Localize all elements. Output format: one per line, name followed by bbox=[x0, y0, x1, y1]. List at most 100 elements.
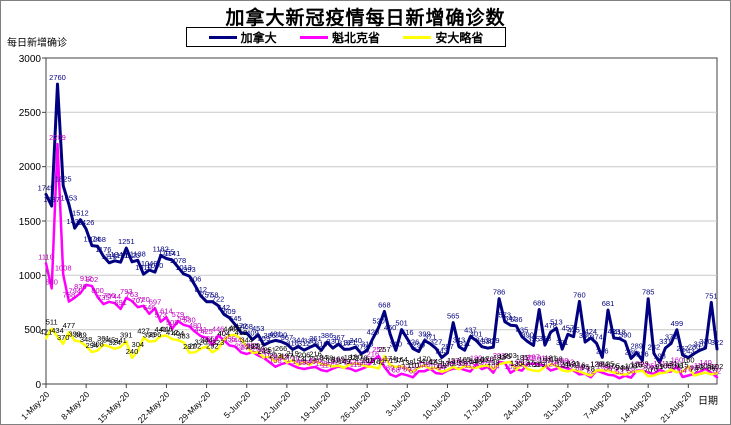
data-label-quebec: 142 bbox=[562, 358, 575, 367]
legend-entry-ontario: 安大略省 bbox=[403, 29, 483, 46]
data-label-ontario: 477 bbox=[63, 321, 76, 330]
data-label-canada: 468 bbox=[240, 322, 253, 331]
data-label-canada: 573 bbox=[499, 311, 512, 320]
chart-title: 加拿大新冠疫情每日新增确诊数 bbox=[225, 8, 506, 29]
data-label-quebec: 112 bbox=[694, 361, 706, 370]
data-label-quebec: 276 bbox=[240, 343, 253, 352]
data-label-canada: 642 bbox=[218, 303, 231, 312]
data-label-ontario: 287 bbox=[246, 342, 259, 351]
data-label-ontario: 124 bbox=[596, 360, 609, 369]
data-label-canada: 1274 bbox=[84, 235, 101, 244]
data-label-canada: 355 bbox=[527, 334, 540, 343]
canada-line-swatch-icon bbox=[208, 35, 237, 39]
data-label-ontario: 345 bbox=[103, 336, 116, 345]
data-label-ontario: 511 bbox=[46, 318, 58, 327]
data-label-quebec: 104 bbox=[487, 362, 500, 371]
data-label-quebec: 181 bbox=[533, 353, 546, 362]
data-label-ontario: 161 bbox=[327, 356, 340, 365]
data-label-quebec: 912 bbox=[80, 274, 93, 283]
data-label-ontario: 190 bbox=[349, 352, 362, 361]
data-label-ontario: 326 bbox=[195, 338, 208, 347]
data-label-canada: 758 bbox=[206, 291, 219, 300]
data-label-quebec: 53 bbox=[615, 367, 623, 376]
data-label-canada: 1251 bbox=[118, 237, 135, 246]
data-label-ontario: 348 bbox=[80, 335, 93, 344]
data-label-quebec: 142 bbox=[327, 358, 340, 367]
data-label-canada: 1141 bbox=[164, 249, 180, 258]
data-label-canada: 343 bbox=[453, 336, 466, 345]
data-label-ontario: 455 bbox=[229, 324, 242, 333]
data-label-ontario: 130 bbox=[441, 359, 454, 368]
data-label-ontario: 324 bbox=[109, 338, 122, 347]
data-label-canada: 1512 bbox=[72, 209, 89, 218]
data-label-canada: 1121 bbox=[113, 251, 129, 260]
data-label-ontario: 341 bbox=[114, 336, 127, 345]
data-label-canada: 318 bbox=[286, 338, 299, 347]
data-label-canada: 906 bbox=[189, 275, 202, 284]
x-axis-title: 日期 bbox=[698, 396, 718, 407]
data-label-canada: 310 bbox=[694, 339, 707, 348]
series-line-canada bbox=[44, 82, 719, 364]
data-label-quebec: 62 bbox=[713, 366, 721, 375]
data-label-ontario: 102 bbox=[711, 362, 724, 371]
x-tick-label: 5-Jun-20 bbox=[222, 389, 253, 420]
data-label-canada: 1125 bbox=[124, 251, 140, 260]
data-label-quebec: 720 bbox=[137, 295, 150, 304]
data-label-canada: 435 bbox=[516, 326, 529, 335]
data-label-ontario: 266 bbox=[275, 344, 288, 353]
data-label-canada: 423 bbox=[608, 327, 621, 336]
x-tick-label: 3-Jul-20 bbox=[384, 389, 413, 418]
data-label-canada: 312 bbox=[298, 339, 311, 348]
data-label-ontario: 197 bbox=[281, 352, 294, 361]
data-label-ontario: 170 bbox=[418, 355, 431, 364]
legend-entry-quebec: 魁北克省 bbox=[299, 29, 380, 46]
data-label-ontario: 110 bbox=[407, 361, 419, 370]
data-label-quebec: 103 bbox=[705, 362, 718, 371]
data-label-ontario: 203 bbox=[269, 351, 282, 360]
data-label-canada: 282 bbox=[648, 342, 661, 351]
data-label-quebec: 735 bbox=[97, 293, 110, 302]
data-label-ontario: 257 bbox=[378, 345, 391, 354]
data-label-canada: 2760 bbox=[49, 73, 66, 82]
data-label-ontario: 206 bbox=[298, 351, 311, 360]
data-label-canada: 418 bbox=[613, 328, 626, 337]
data-label-quebec: 123 bbox=[516, 360, 529, 369]
data-label-canada: 279 bbox=[355, 343, 368, 352]
data-label-canada: 371 bbox=[424, 333, 437, 342]
data-label-ontario: 124 bbox=[556, 360, 569, 369]
data-label-quebec: 104 bbox=[596, 362, 609, 371]
data-label-quebec: 88 bbox=[575, 363, 583, 372]
data-label-ontario: 243 bbox=[258, 347, 271, 356]
data-label-quebec: 441 bbox=[195, 325, 208, 334]
data-label-ontario: 123 bbox=[527, 360, 540, 369]
data-label-canada: 1078 bbox=[170, 256, 187, 265]
data-label-quebec: 94 bbox=[581, 363, 589, 372]
data-label-ontario: 70 bbox=[644, 365, 652, 374]
data-label-ontario: 149 bbox=[430, 357, 443, 366]
data-label-ontario: 138 bbox=[401, 358, 414, 367]
data-label-quebec: 292 bbox=[235, 341, 248, 350]
data-label-canada: 390 bbox=[275, 331, 288, 340]
data-label-ontario: 383 bbox=[177, 331, 190, 340]
data-label-canada: 416 bbox=[401, 328, 414, 337]
data-label-quebec: 614 bbox=[160, 306, 173, 315]
data-label-canada: 216 bbox=[636, 350, 649, 359]
data-label-canada: 536 bbox=[510, 315, 523, 324]
data-label-canada: 299 bbox=[413, 341, 426, 350]
data-label-quebec: 78 bbox=[684, 365, 692, 374]
data-label-ontario: 404 bbox=[172, 329, 185, 338]
data-label-quebec: 187 bbox=[527, 353, 540, 362]
data-label-quebec: 79 bbox=[610, 364, 618, 373]
data-label-canada: 1155 bbox=[158, 248, 174, 257]
data-label-ontario: 157 bbox=[447, 356, 460, 365]
data-label-quebec: 80 bbox=[403, 364, 411, 373]
data-label-quebec: 197 bbox=[281, 352, 294, 361]
data-label-quebec: 141 bbox=[550, 358, 563, 367]
data-label-canada: 374 bbox=[590, 332, 603, 341]
data-label-ontario: 174 bbox=[384, 354, 397, 363]
data-label-ontario: 157 bbox=[390, 356, 403, 365]
data-label-ontario: 105 bbox=[699, 362, 712, 371]
data-label-ontario: 175 bbox=[304, 354, 317, 363]
data-label-quebec: 123 bbox=[630, 360, 643, 369]
data-label-ontario: 160 bbox=[682, 356, 695, 365]
